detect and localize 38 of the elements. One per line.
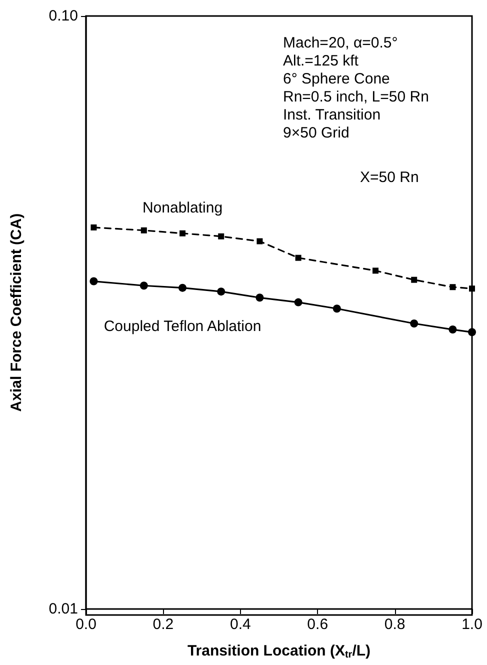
point [468, 328, 476, 336]
annotation: 9×50 Grid [283, 124, 350, 142]
point [411, 276, 418, 283]
point [256, 294, 264, 302]
annotation: X=50 Rn [360, 169, 419, 186]
point [217, 288, 226, 296]
annotation: Alt.=125 kft [283, 52, 360, 70]
point [372, 268, 378, 274]
point [90, 224, 97, 230]
x-tick-label: 0.8 [384, 616, 406, 633]
point [140, 282, 148, 290]
x-tick-label: 0.2 [152, 616, 174, 633]
point [178, 284, 186, 292]
point [90, 277, 98, 286]
x-tick-label: 0.6 [307, 616, 328, 633]
series-label: Nonablating [142, 199, 223, 216]
y-tick-label: 0.10 [48, 8, 78, 24]
y-tick-label: 0.01 [48, 600, 78, 618]
point [450, 284, 456, 290]
y-axis-title: Axial Force Coefficient (CA) [8, 213, 25, 412]
point [180, 230, 186, 236]
point [410, 320, 418, 328]
x-tick-label: 0.4 [230, 616, 251, 633]
point [294, 298, 302, 306]
series-label: Coupled Teflon Ablation [104, 318, 262, 335]
point [218, 233, 224, 240]
x-tick-label: 0.0 [76, 616, 96, 633]
x-tick-label: 1.0 [462, 616, 482, 633]
point [448, 326, 457, 334]
point [332, 304, 341, 313]
annotation: Inst. Transition [283, 106, 381, 124]
point [295, 254, 302, 261]
annotation: Mach=20, α=0.5° [283, 34, 398, 52]
point [140, 227, 147, 234]
point [256, 238, 263, 244]
annotation: 6° Sphere Cone [283, 70, 390, 88]
point [469, 286, 475, 292]
annotation: Rn=0.5 inch, L=50 Rn [283, 88, 429, 106]
